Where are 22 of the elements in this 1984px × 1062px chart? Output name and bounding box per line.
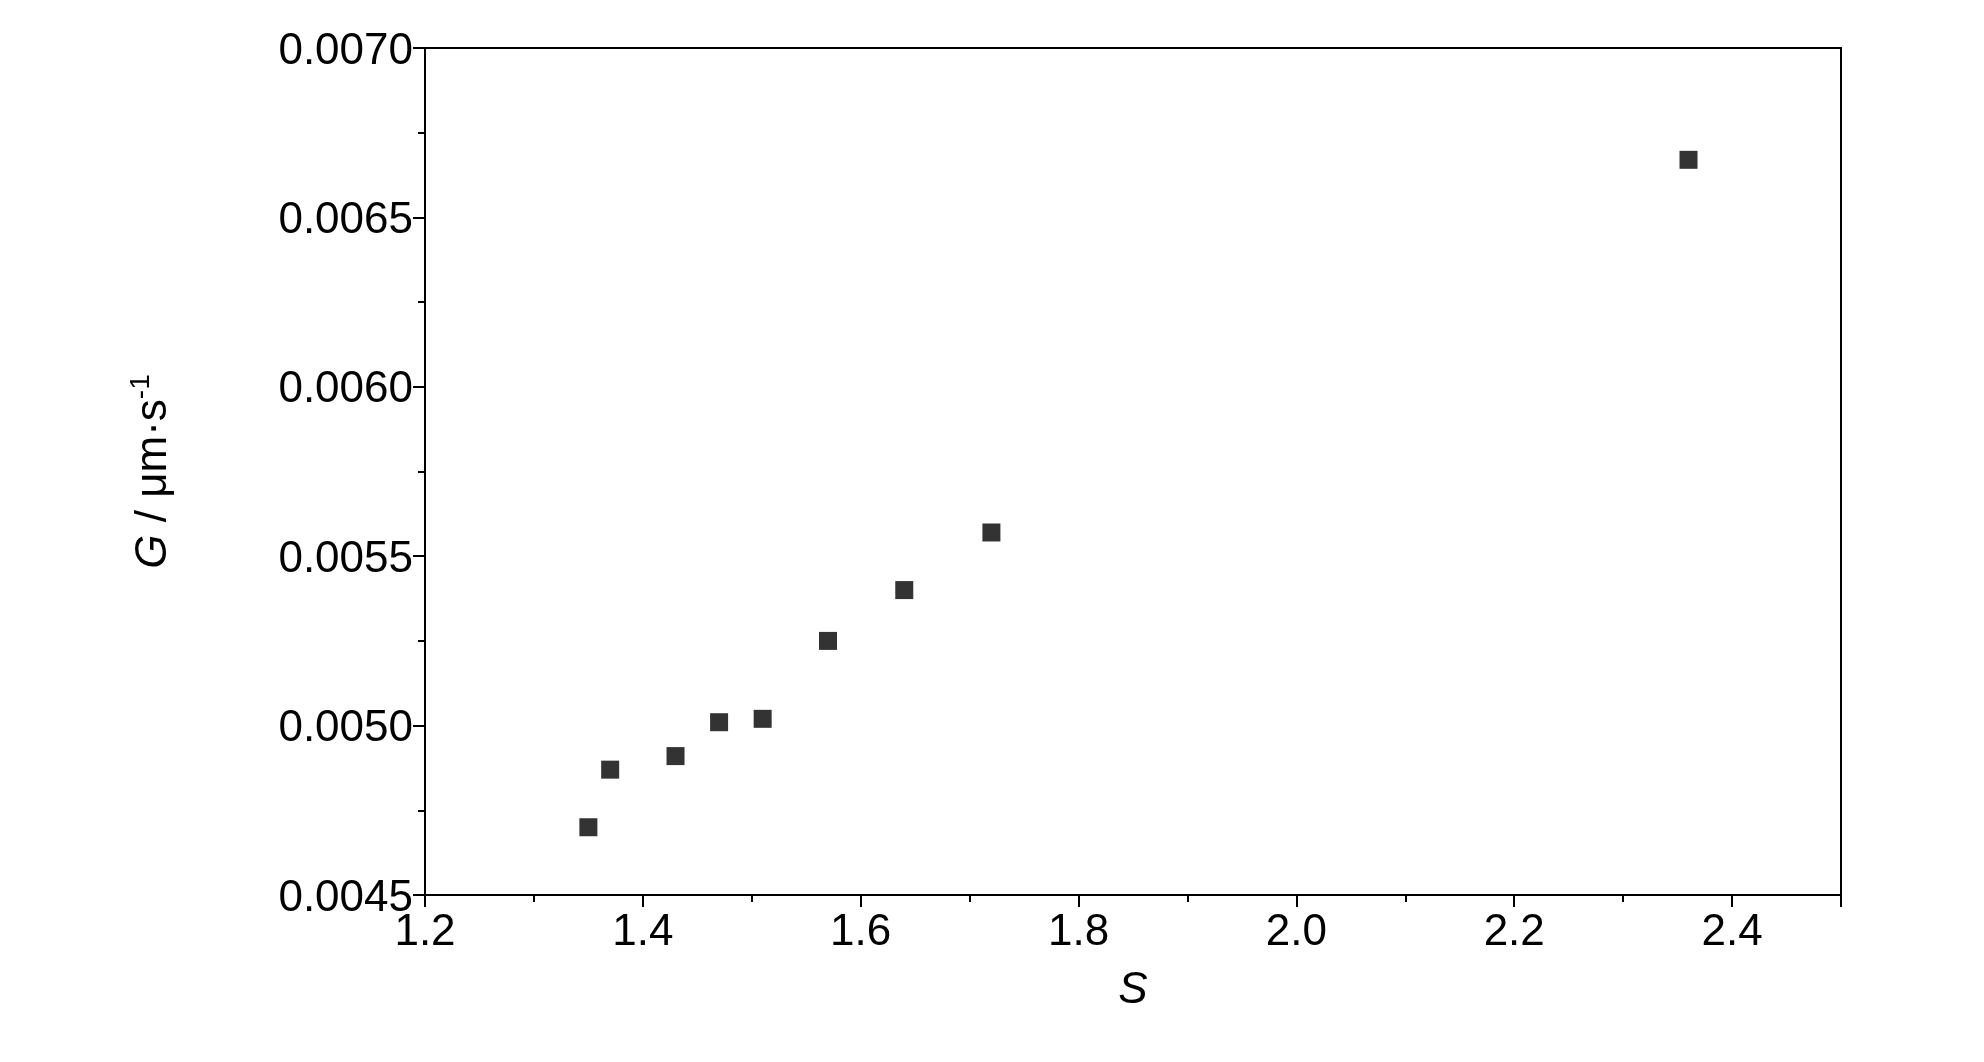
point [710, 713, 729, 732]
point [753, 709, 772, 728]
point [666, 747, 685, 766]
point [982, 523, 1001, 542]
x-tick-label: 2.4 [1701, 904, 1763, 954]
y-tick-label: 0.0060 [278, 362, 413, 412]
y-tick-label: 0.0070 [278, 23, 413, 73]
point [895, 581, 914, 600]
y-axis-title: G / μm·s-1 [123, 374, 175, 569]
y-tick-label: 0.0050 [278, 701, 413, 751]
x-tick-label: 1.4 [612, 904, 674, 954]
y-tick-label: 0.0055 [278, 531, 413, 581]
x-tick-label: 1.6 [830, 904, 892, 954]
y-tick-label: 0.0065 [278, 192, 413, 242]
x-tick-label: 2.0 [1265, 904, 1327, 954]
x-tick-label: 2.2 [1483, 904, 1545, 954]
point [579, 818, 598, 837]
x-tick-label: 1.8 [1047, 904, 1110, 954]
x-axis-title: S [1118, 962, 1148, 1012]
point [819, 631, 838, 650]
point [1679, 150, 1698, 169]
point [601, 760, 620, 779]
